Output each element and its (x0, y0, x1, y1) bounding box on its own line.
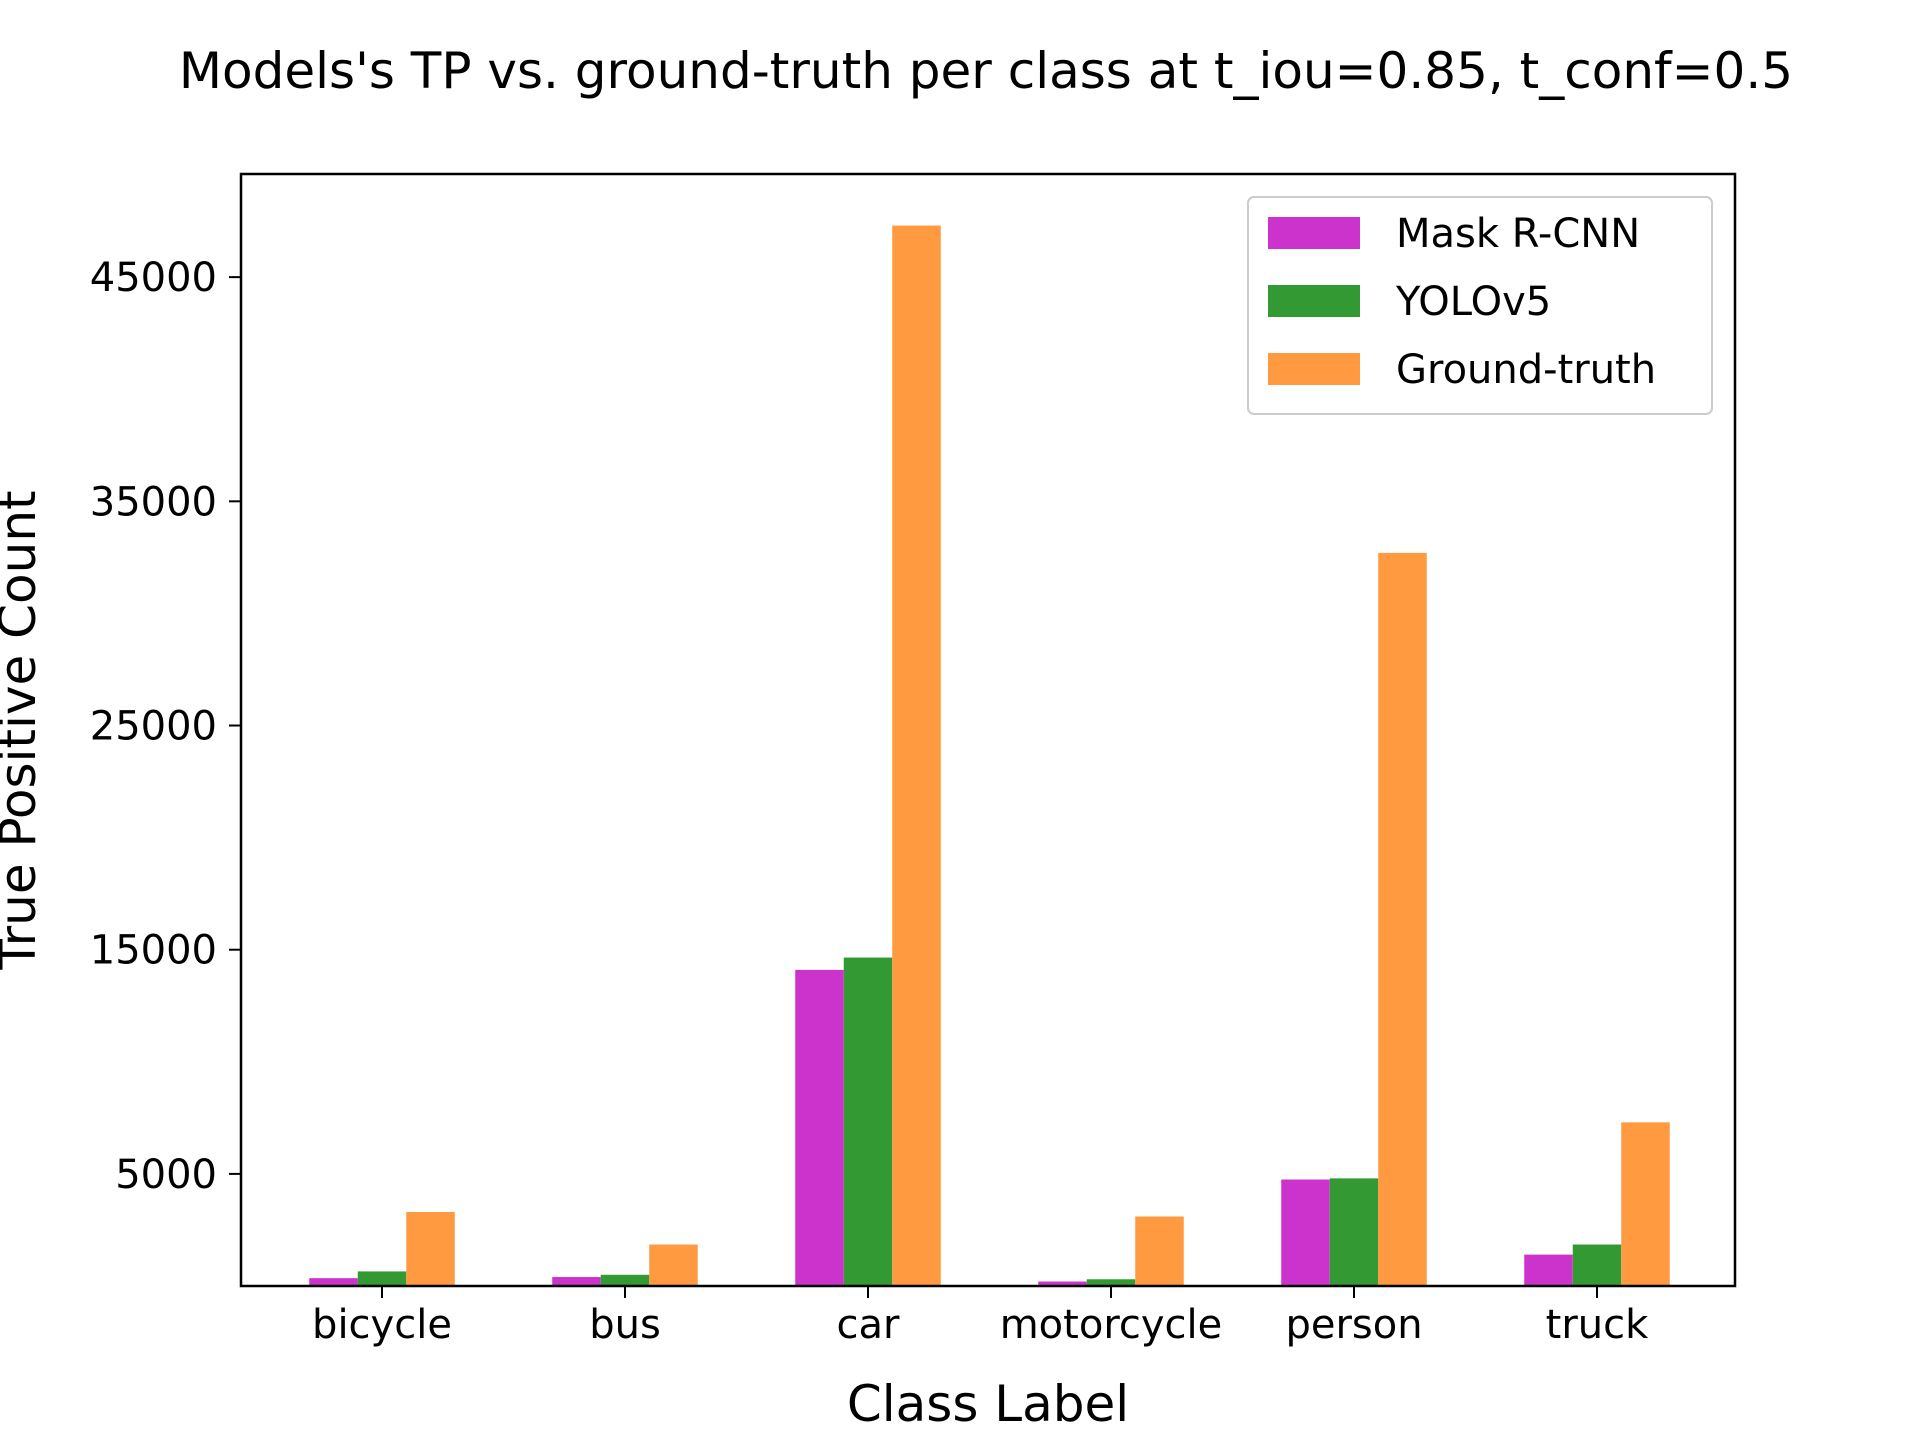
x-tick-label-truck: truck (1546, 1302, 1649, 1348)
legend-swatch (1268, 285, 1360, 317)
legend-swatch (1268, 217, 1360, 249)
bar-mask-r-cnn-truck (1524, 1254, 1573, 1286)
bar-ground-truth-person (1378, 552, 1427, 1286)
y-tick-label: 25000 (90, 704, 217, 750)
bar-ground-truth-bus (649, 1244, 698, 1286)
y-axis: 5000 15000 25000 35000 45000 (90, 255, 241, 1198)
bars-group (309, 225, 1670, 1287)
legend-label: Ground-truth (1396, 347, 1656, 393)
x-tick-label-motorcycle: motorcycle (1000, 1302, 1223, 1348)
bar-yolov5-person (1329, 1178, 1379, 1286)
y-tick-label: 15000 (90, 928, 217, 974)
x-tick-label-bicycle: bicycle (312, 1302, 452, 1348)
y-axis-label: True Positive Count (0, 490, 47, 970)
bar-mask-r-cnn-motorcycle (1038, 1281, 1087, 1286)
bar-yolov5-truck (1572, 1244, 1622, 1286)
legend-swatch (1268, 353, 1360, 385)
bar-yolov5-motorcycle (1086, 1279, 1136, 1286)
x-axis-label: Class Label (847, 1375, 1129, 1433)
bar-mask-r-cnn-bus (552, 1277, 601, 1286)
bar-yolov5-bicycle (357, 1271, 407, 1286)
bar-mask-r-cnn-person (1281, 1179, 1330, 1286)
x-tick-label-person: person (1285, 1302, 1422, 1348)
x-axis: bicycle bus car motorcycle person truck (312, 1286, 1649, 1348)
y-tick-label: 45000 (90, 255, 217, 301)
x-tick-label-car: car (837, 1302, 901, 1348)
bar-yolov5-bus (600, 1274, 650, 1286)
bar-ground-truth-car (892, 225, 941, 1287)
bar-yolov5-car (843, 957, 893, 1286)
bar-mask-r-cnn-bicycle (309, 1278, 358, 1286)
plot-frame (239, 172, 1737, 1288)
bar-ground-truth-motorcycle (1135, 1216, 1184, 1286)
legend-label: YOLOv5 (1395, 279, 1551, 325)
legend-label: Mask R-CNN (1396, 211, 1640, 257)
x-tick-label-bus: bus (589, 1302, 661, 1348)
legend: Mask R-CNN YOLOv5 Ground-truth (1247, 196, 1713, 415)
bar-ground-truth-bicycle (406, 1212, 455, 1286)
chart-title: Models's TP vs. ground-truth per class a… (179, 42, 1793, 100)
legend-box (1247, 196, 1713, 415)
y-tick-label: 5000 (115, 1152, 217, 1198)
bar-mask-r-cnn-car (795, 969, 844, 1286)
y-tick-label: 35000 (90, 479, 217, 525)
bar-ground-truth-truck (1621, 1122, 1670, 1286)
